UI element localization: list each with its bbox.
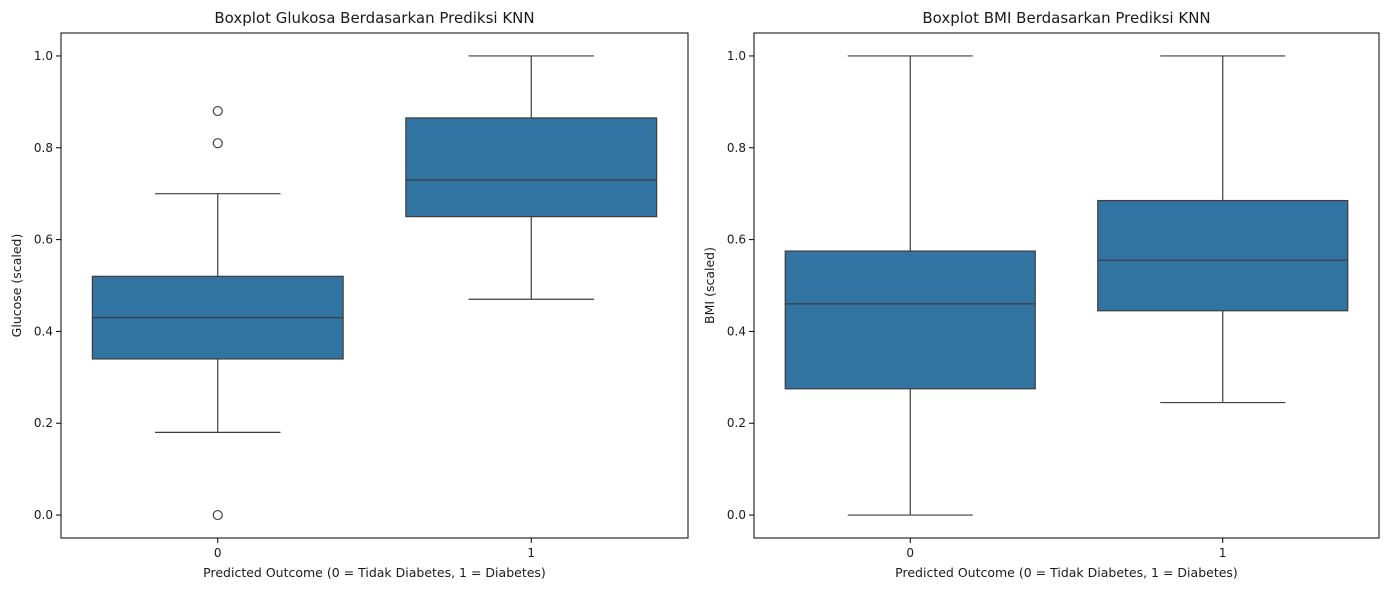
y-tick-label: 0.8 xyxy=(727,141,746,155)
y-tick-label: 0.2 xyxy=(34,416,53,430)
y-tick-label: 0.2 xyxy=(727,416,746,430)
x-axis-label: Predicted Outcome (0 = Tidak Diabetes, 1… xyxy=(203,565,546,580)
x-tick-label: 1 xyxy=(1219,546,1227,560)
box-iqr xyxy=(405,117,658,218)
x-tick-label: 0 xyxy=(214,546,222,560)
plot-frame xyxy=(60,32,689,539)
y-tick-label: 0.4 xyxy=(34,324,53,338)
x-tick-label: 0 xyxy=(906,546,914,560)
y-tick-label: 0.6 xyxy=(34,233,53,247)
x-tick-label: 1 xyxy=(527,546,535,560)
box-iqr xyxy=(1097,199,1349,312)
outlier-point xyxy=(212,509,223,521)
x-axis-label: Predicted Outcome (0 = Tidak Diabetes, 1… xyxy=(895,565,1238,580)
chart-title: Boxplot BMI Berdasarkan Prediksi KNN xyxy=(922,9,1210,27)
y-tick-label: 1.0 xyxy=(34,49,53,63)
y-tick-label: 1.0 xyxy=(727,49,746,63)
chart-panel-1: Boxplot BMI Berdasarkan Prediksi KNN Pred… xyxy=(702,9,1380,580)
box-1 xyxy=(1097,55,1349,404)
box-1 xyxy=(405,55,658,300)
chart-panel-0: Boxplot Glukosa Berdasarkan Prediksi KNN… xyxy=(9,9,689,580)
y-tick-label: 0.0 xyxy=(34,508,53,522)
y-axis-label: Glucose (scaled) xyxy=(9,234,24,338)
y-tick-label: 0.4 xyxy=(727,324,746,338)
plot-frame xyxy=(753,32,1380,539)
y-tick-label: 0.6 xyxy=(727,233,746,247)
box-0 xyxy=(784,55,1036,516)
box-0 xyxy=(91,105,344,521)
y-axis-label: BMI (scaled) xyxy=(702,247,717,324)
chart-title: Boxplot Glukosa Berdasarkan Prediksi KNN xyxy=(214,9,534,27)
y-tick-label: 0.0 xyxy=(727,508,746,522)
y-tick-label: 0.8 xyxy=(34,141,53,155)
outlier-point xyxy=(212,105,223,117)
outlier-point xyxy=(212,138,223,149)
box-iqr xyxy=(784,250,1036,390)
